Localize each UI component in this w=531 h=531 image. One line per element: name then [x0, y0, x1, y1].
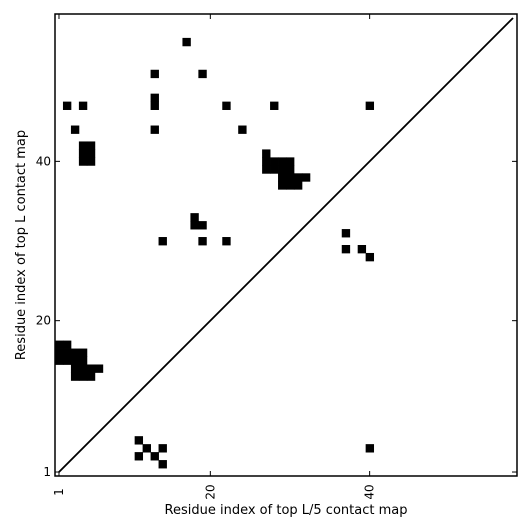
- contact-cell-top-l: [182, 37, 191, 47]
- contact-cell-top-l5: [142, 444, 151, 453]
- contact-cell-top-l: [150, 69, 159, 79]
- contact-cell-top-l5: [150, 452, 159, 461]
- contact-cell-top-l: [270, 157, 279, 166]
- contact-cell-top-l: [301, 173, 311, 182]
- contact-cell-top-l: [286, 181, 295, 190]
- contact-cell-top-l5: [70, 372, 80, 381]
- contact-cell-top-l: [86, 141, 96, 150]
- contact-cell-top-l: [78, 141, 88, 150]
- contact-cell-top-l5: [70, 356, 80, 365]
- contact-cell-top-l5: [55, 356, 64, 365]
- contact-cell-top-l5: [341, 229, 351, 238]
- contact-cell-top-l: [78, 149, 88, 158]
- contact-cell-top-l5: [158, 444, 167, 453]
- contact-cell-top-l5: [55, 340, 64, 349]
- contact-cell-top-l5: [78, 372, 88, 381]
- contact-cell-top-l: [150, 93, 159, 103]
- contact-cell-top-l5: [62, 348, 72, 357]
- contact-cell-top-l: [198, 69, 207, 79]
- contact-cell-top-l: [278, 173, 287, 182]
- contact-cell-top-l5: [78, 356, 88, 365]
- contact-cell-top-l: [238, 125, 247, 134]
- x-tick-label: 1: [52, 488, 66, 496]
- contact-cell-top-l: [198, 221, 207, 230]
- contact-cell-top-l: [270, 165, 279, 174]
- contact-cell-top-l: [70, 125, 80, 134]
- contact-cell-top-l5: [158, 460, 167, 469]
- contact-cell-top-l: [78, 157, 88, 166]
- contact-cell-top-l: [278, 157, 287, 166]
- contact-cell-top-l5: [134, 452, 144, 461]
- tick-labels: 1 20 40 1 20 40: [36, 154, 377, 499]
- contact-cell-top-l: [222, 101, 231, 110]
- x-tick-label: 40: [363, 484, 377, 499]
- contact-cell-top-l5: [70, 348, 80, 357]
- y-tick-label: 40: [36, 154, 51, 168]
- contact-cell-top-l5: [134, 436, 144, 445]
- contact-cell-top-l: [198, 237, 207, 246]
- contact-cell-top-l: [150, 101, 159, 110]
- y-axis-label: Residue index of top L contact map: [14, 130, 29, 360]
- axis-ticks: [55, 14, 517, 476]
- contact-cell-top-l: [270, 101, 279, 110]
- contact-cells: [55, 37, 375, 469]
- contact-cell-top-l: [286, 157, 295, 166]
- contact-cell-top-l5: [62, 356, 72, 365]
- contact-cell-top-l5: [86, 364, 96, 373]
- contact-cell-top-l: [150, 125, 159, 134]
- contact-cell-top-l5: [357, 245, 367, 254]
- contact-cell-top-l: [286, 165, 295, 174]
- contact-cell-top-l: [365, 101, 375, 110]
- contact-cell-top-l5: [55, 348, 64, 357]
- contact-cell-top-l5: [70, 364, 80, 373]
- contact-cell-top-l: [78, 101, 88, 110]
- y-tick-label: 20: [36, 314, 51, 328]
- contact-cell-top-l: [86, 157, 96, 166]
- y-tick-label: 1: [43, 465, 51, 479]
- contact-cell-top-l: [190, 213, 199, 222]
- contact-cell-top-l: [262, 157, 271, 166]
- contact-cell-top-l: [278, 181, 287, 190]
- contact-cell-top-l5: [341, 245, 351, 254]
- contact-cell-top-l: [190, 221, 199, 230]
- contact-cell-top-l: [262, 149, 271, 158]
- contact-cell-top-l: [86, 149, 96, 158]
- diagonal-line: [58, 17, 514, 473]
- contact-cell-top-l: [286, 173, 295, 182]
- x-tick-label: 20: [203, 484, 217, 499]
- contact-cell-top-l: [222, 237, 231, 246]
- contact-cell-top-l5: [365, 444, 375, 453]
- contact-cell-top-l: [293, 181, 303, 190]
- contact-cell-top-l: [62, 101, 72, 110]
- contact-cell-top-l: [293, 173, 303, 182]
- x-axis-label: Residue index of top L/5 contact map: [165, 503, 408, 518]
- contact-cell-top-l: [262, 165, 271, 174]
- diagonal-line-group: [58, 17, 514, 473]
- contact-cell-top-l5: [78, 364, 88, 373]
- contact-cell-top-l5: [78, 348, 88, 357]
- contact-cell-top-l: [278, 165, 287, 174]
- contact-cell-top-l5: [62, 340, 72, 349]
- contact-cell-top-l: [158, 237, 167, 246]
- contact-cell-top-l5: [94, 364, 104, 373]
- contact-cell-top-l5: [86, 372, 96, 381]
- contact-cell-top-l5: [365, 252, 375, 262]
- plot-frame: [54, 13, 518, 477]
